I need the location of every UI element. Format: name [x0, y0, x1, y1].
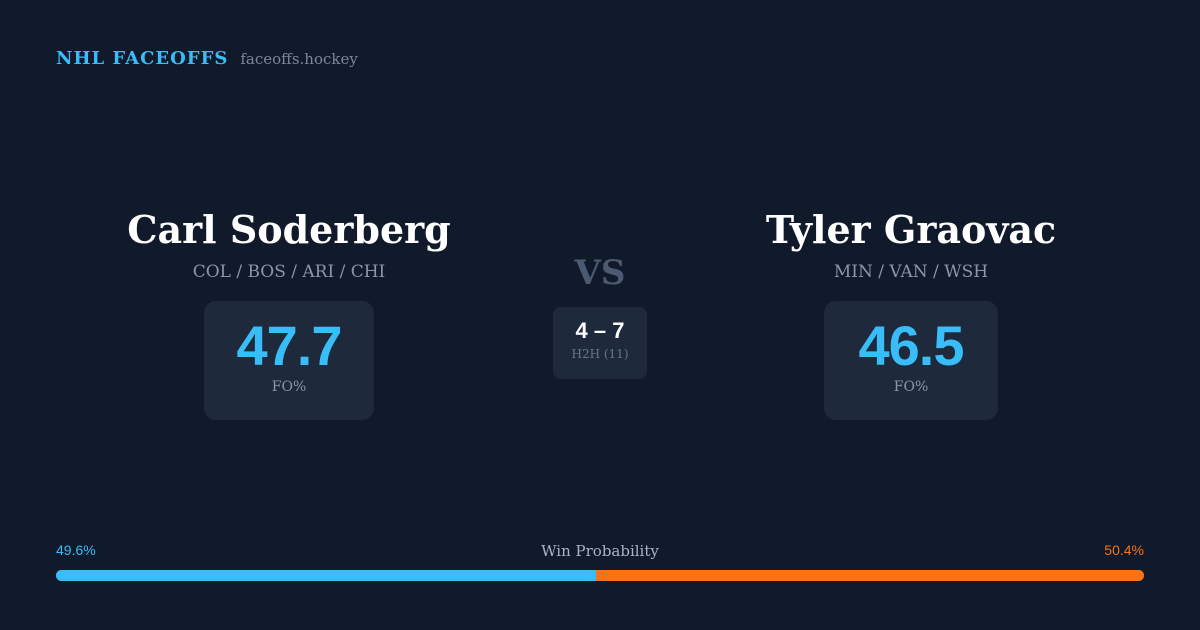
- faceoff-percentage-card: 46.5 FO%: [824, 301, 998, 420]
- head-to-head-card: 4 – 7 H2H (11): [553, 307, 647, 379]
- brand-site[interactable]: faceoffs.hockey: [240, 50, 358, 68]
- faceoff-percentage-value: 46.5: [858, 314, 965, 377]
- win-probability-title: Win Probability: [541, 542, 659, 560]
- win-probability-left-value: 49.6%: [56, 542, 96, 558]
- faceoff-percentage-value: 47.7: [236, 314, 343, 377]
- player-name: Carl Soderberg: [127, 207, 451, 252]
- player-teams: MIN / VAN / WSH: [833, 262, 989, 282]
- win-probability-right-value: 50.4%: [1104, 542, 1144, 558]
- faceoff-percentage-label: FO%: [893, 379, 929, 395]
- brand-name[interactable]: NHL FACEOFFS: [56, 48, 229, 69]
- head-to-head-label: H2H (11): [571, 347, 629, 361]
- brand-header: NHL FACEOFFS faceoffs.hockey: [56, 48, 358, 69]
- player-right: Tyler Graovac MIN / VAN / WSH 46.5 FO%: [651, 202, 1171, 420]
- player-name: Tyler Graovac: [765, 207, 1057, 252]
- win-probability-bar: [56, 570, 1144, 581]
- head-to-head-score: 4 – 7: [575, 318, 625, 343]
- player-teams: COL / BOS / ARI / CHI: [192, 262, 386, 282]
- faceoff-percentage-card: 47.7 FO%: [204, 301, 374, 420]
- win-probability-labels: 49.6% Win Probability 50.4%: [56, 542, 1144, 562]
- faceoff-percentage-label: FO%: [271, 379, 307, 395]
- win-probability-bar-left: [56, 570, 596, 581]
- player-left: Carl Soderberg COL / BOS / ARI / CHI 47.…: [29, 202, 549, 420]
- versus-label: VS: [574, 253, 626, 293]
- win-probability-bar-right: [595, 570, 1144, 581]
